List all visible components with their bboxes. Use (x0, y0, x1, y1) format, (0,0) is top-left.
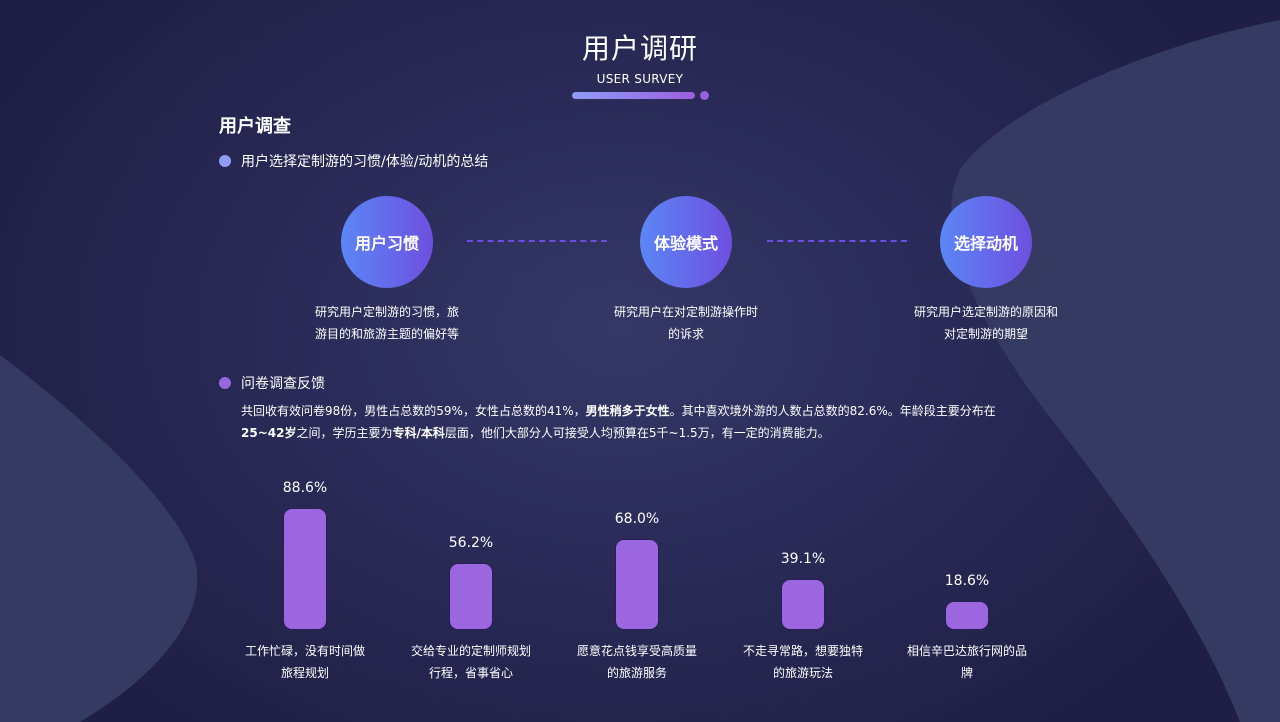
para-highlight: 男性稍多于女性 (585, 404, 670, 418)
label-line: 的旅游服务 (606, 666, 667, 680)
bar-value-label: 56.2% (448, 535, 494, 551)
bullet-feedback: 问卷调查反馈 (219, 373, 325, 393)
para-text: 层面，他们大部分人可接受人均预算在5千~1.5万，有一定的消费能力。 (444, 426, 830, 440)
page-header: 用户调研 USER SURVEY (0, 30, 1280, 88)
survey-summary-paragraph: 共回收有效问卷98份，男性占总数的59%，女性占总数的41%，男性稍多于女性。其… (241, 400, 1061, 444)
circle-label: 用户习惯 (354, 234, 419, 253)
circle-label: 选择动机 (953, 234, 1018, 253)
bar-value-label: 68.0% (614, 511, 660, 527)
desc-line: 的诉求 (667, 327, 704, 341)
label-line: 行程，省事省心 (428, 666, 513, 680)
bar-group: 18.6% 相信辛巴达旅行网的品 牌 (892, 0, 1042, 722)
bar-group: 68.0% 愿意花点钱享受高质量 的旅游服务 (562, 0, 712, 722)
bar-category-label: 工作忙碌，没有时间做 旅程规划 (230, 640, 380, 684)
bar-group: 56.2% 交给专业的定制师规划 行程，省事省心 (396, 0, 546, 722)
bar-value-label: 88.6% (282, 480, 328, 496)
bar-value-label: 18.6% (944, 573, 990, 589)
bar-category-label: 交给专业的定制师规划 行程，省事省心 (396, 640, 546, 684)
bar-value-label: 39.1% (780, 551, 826, 567)
circle-experience-mode: 体验模式 (640, 196, 732, 288)
bar-group: 39.1% 不走寻常路，想要独特 的旅游玩法 (728, 0, 878, 722)
circle-label: 体验模式 (653, 234, 718, 253)
bar (946, 602, 988, 629)
para-text: 之间，学历主要为 (296, 426, 393, 440)
para-highlight: 25~42岁 (241, 426, 297, 440)
bar-category-label: 愿意花点钱享受高质量 的旅游服务 (562, 640, 712, 684)
circle-description: 研究用户定制游的习惯，旅 游目的和旅游主题的偏好等 (297, 301, 477, 345)
page-subtitle: USER SURVEY (596, 72, 684, 86)
page-title: 用户调研 (581, 32, 698, 65)
circle-user-habits: 用户习惯 (341, 196, 433, 288)
para-text: 共回收有效问卷98份，男性占总数的59%，女性占总数的41%， (241, 404, 586, 418)
bar-group: 88.6% 工作忙碌，没有时间做 旅程规划 (230, 0, 380, 722)
label-line: 牌 (960, 666, 973, 680)
bar (450, 564, 492, 629)
dashed-connector (767, 240, 907, 242)
bar (284, 509, 326, 629)
desc-line: 研究用户选定制游的原因和 (913, 305, 1058, 319)
desc-line: 对定制游的期望 (943, 327, 1028, 341)
label-line: 旅程规划 (280, 666, 329, 680)
bullet-dot-icon (219, 155, 231, 167)
label-line: 工作忙碌，没有时间做 (244, 644, 365, 658)
circle-description: 研究用户在对定制游操作时 的诉求 (596, 301, 776, 345)
bar-category-label: 不走寻常路，想要独特 的旅游玩法 (728, 640, 878, 684)
label-line: 愿意花点钱享受高质量 (576, 644, 697, 658)
desc-line: 游目的和旅游主题的偏好等 (314, 327, 459, 341)
para-text: 。其中喜欢境外游的人数占总数的82.6%。年龄段主要分布在 (669, 404, 996, 418)
title-underline-dot (700, 91, 709, 100)
dashed-connector (467, 240, 607, 242)
bullet-feedback-text: 问卷调查反馈 (241, 376, 325, 392)
circle-motivation: 选择动机 (940, 196, 1032, 288)
label-line: 不走寻常路，想要独特 (742, 644, 863, 658)
para-highlight: 专科/本科 (392, 426, 445, 440)
desc-line: 研究用户在对定制游操作时 (613, 305, 758, 319)
section-title: 用户调查 (219, 116, 291, 137)
label-line: 交给专业的定制师规划 (410, 644, 531, 658)
label-line: 的旅游玩法 (772, 666, 833, 680)
label-line: 相信辛巴达旅行网的品 (906, 644, 1027, 658)
bullet-dot-icon (219, 377, 231, 389)
bar (782, 580, 824, 629)
circle-description: 研究用户选定制游的原因和 对定制游的期望 (896, 301, 1076, 345)
title-underline-bar (572, 92, 695, 99)
bullet-summary: 用户选择定制游的习惯/体验/动机的总结 (219, 151, 488, 171)
bar (616, 540, 658, 629)
bar-category-label: 相信辛巴达旅行网的品 牌 (892, 640, 1042, 684)
bullet-summary-text: 用户选择定制游的习惯/体验/动机的总结 (241, 154, 489, 170)
desc-line: 研究用户定制游的习惯，旅 (314, 305, 459, 319)
